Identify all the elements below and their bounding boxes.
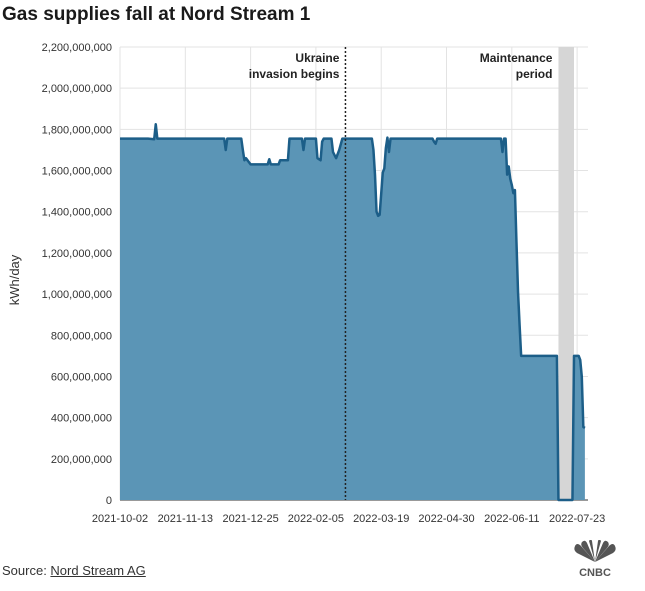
y-axis: 0 200,000,000 400,000,000 600,000,000 800,00… xyxy=(42,42,112,507)
y-tick-label: 2,000,000,000 xyxy=(42,83,112,95)
y-tick-label: 2,200,000,000 xyxy=(42,42,112,54)
y-tick-label: 1,000,000,000 xyxy=(42,289,112,301)
y-tick-label: 400,000,000 xyxy=(51,413,112,425)
logo-text: CNBC xyxy=(579,567,611,578)
y-tick-label: 800,000,000 xyxy=(51,330,112,342)
x-tick-label: 2022-02-05 xyxy=(288,513,344,525)
x-tick-label: 2022-06-11 xyxy=(484,513,539,525)
source-link[interactable]: Nord Stream AG xyxy=(50,563,146,578)
x-tick-label: 2021-12-25 xyxy=(222,513,278,525)
source-prefix: Source: xyxy=(2,563,51,578)
maintenance-band xyxy=(558,47,575,500)
x-tick-label: 2022-03-19 xyxy=(353,513,409,525)
maintenance-annotation-text: Maintenance xyxy=(480,51,553,65)
x-tick-label: 2022-04-30 xyxy=(418,513,474,525)
x-tick-label: 2021-11-13 xyxy=(158,513,213,525)
x-tick-label: 2022-07-23 xyxy=(549,513,605,525)
maintenance-shade xyxy=(558,47,575,500)
nbc-peacock-icon: CNBC xyxy=(574,540,616,578)
y-tick-label: 1,800,000,000 xyxy=(42,124,112,136)
x-axis: 2021-10-02 2021-11-13 2021-12-25 2022-02-05… xyxy=(92,513,605,525)
y-tick-label: 600,000,000 xyxy=(51,371,112,383)
chart-title: Gas supplies fall at Nord Stream 1 xyxy=(2,4,311,25)
y-tick-label: 0 xyxy=(106,495,112,507)
series-line xyxy=(120,122,586,502)
area-series xyxy=(120,122,586,502)
y-tick-label: 200,000,000 xyxy=(51,454,112,466)
x-tick-label: 2021-10-02 xyxy=(92,513,148,525)
source-note: Source: Nord Stream AG xyxy=(2,563,146,578)
y-tick-label: 1,600,000,000 xyxy=(42,166,112,178)
area-fill xyxy=(120,124,585,500)
invasion-annotation-text: invasion begins xyxy=(249,67,340,81)
annotations: Ukraine invasion begins Maintenance period xyxy=(249,47,553,500)
y-tick-label: 1,400,000,000 xyxy=(42,207,112,219)
maintenance-annotation-text: period xyxy=(516,67,553,81)
y-axis-label: kWh/day xyxy=(7,254,22,305)
y-tick-label: 1,200,000,000 xyxy=(42,248,112,260)
invasion-annotation-text: Ukraine xyxy=(295,51,339,65)
